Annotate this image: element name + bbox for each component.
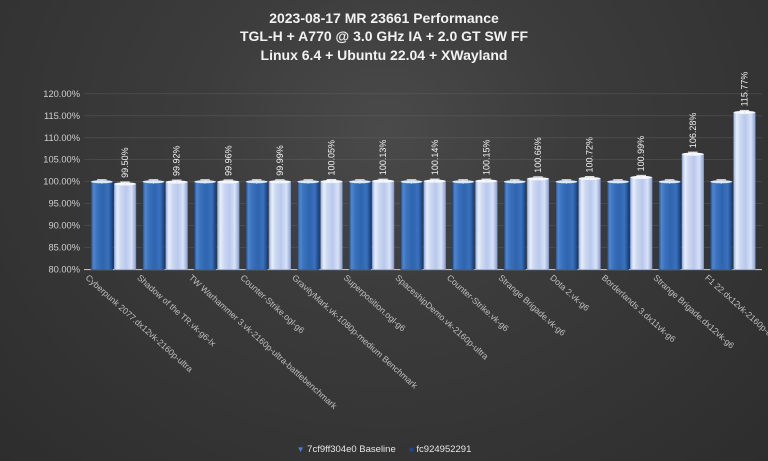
svg-text:110.00%: 110.00% [44,133,80,143]
svg-text:105.00%: 105.00% [43,155,80,165]
svg-text:F1 22.dx12vk-2160p-ultra-AbuDh: F1 22.dx12vk-2160p-ultra-AbuDhabiBenchma… [703,273,768,404]
svg-text:100.99%: 100.99% [636,136,646,172]
svg-text:99.50%: 99.50% [120,147,130,178]
svg-text:90.00%: 90.00% [48,221,80,231]
svg-text:Cyberpunk 2077.dx12vk-2160p-ul: Cyberpunk 2077.dx12vk-2160p-ultra [84,273,195,375]
svg-text:120.00%: 120.00% [43,89,80,99]
svg-text:100.05%: 100.05% [327,140,337,176]
svg-text:95.00%: 95.00% [48,199,80,209]
svg-text:85.00%: 85.00% [48,243,80,253]
svg-text:115.77%: 115.77% [739,72,749,107]
svg-text:106.28%: 106.28% [688,113,698,149]
svg-text:100.13%: 100.13% [378,140,388,176]
svg-text:100.00%: 100.00% [43,177,80,187]
svg-text:Dota 2.vk-g6: Dota 2.vk-g6 [548,273,591,314]
svg-text:100.72%: 100.72% [585,137,595,173]
svg-text:99.96%: 99.96% [223,145,233,176]
svg-text:100.14%: 100.14% [430,140,440,176]
svg-text:SpaceshipDemo.vk-2160p-ultra: SpaceshipDemo.vk-2160p-ultra [393,273,490,362]
svg-text:100.66%: 100.66% [533,137,543,173]
svg-text:99.99%: 99.99% [275,145,285,176]
svg-text:100.15%: 100.15% [481,140,491,176]
svg-text:99.92%: 99.92% [172,146,182,177]
svg-text:115.00%: 115.00% [44,111,80,121]
svg-text:80.00%: 80.00% [48,265,80,275]
